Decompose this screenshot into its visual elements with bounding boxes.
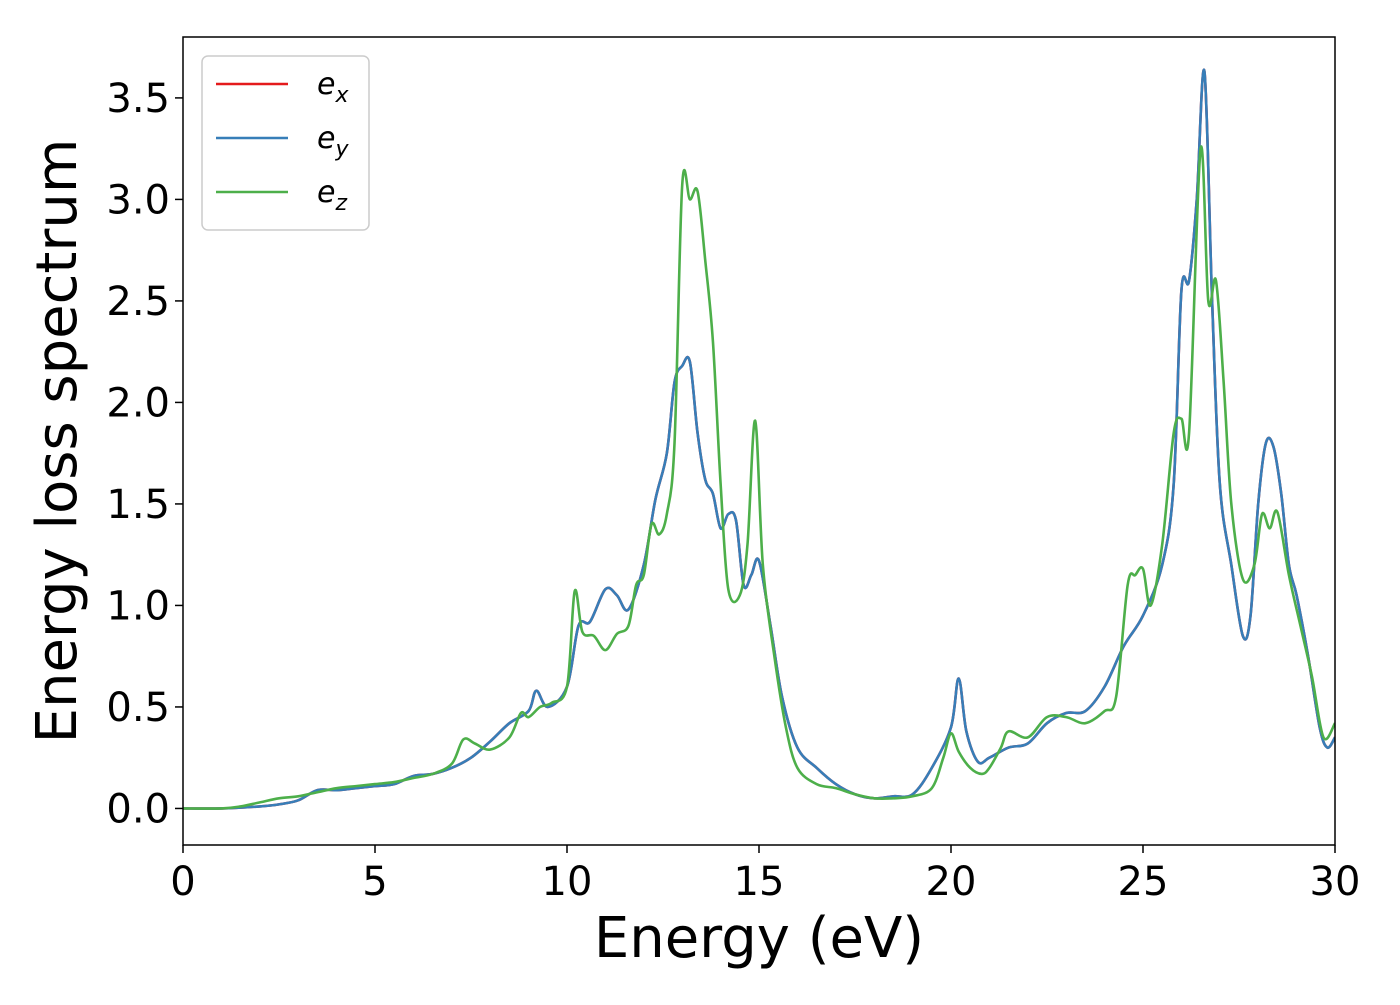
y-tick-label: 0.5 [106,685,170,731]
series-layer [183,68,1335,810]
series-line-ey [183,68,1335,810]
y-tick-label: 1.0 [106,583,170,629]
y-axis-title: Energy loss spectrum [25,139,90,744]
legend-box [201,55,370,231]
x-tick-label: 5 [362,859,387,905]
x-axis: 0 5 10 15 20 25 30 [170,845,1360,905]
y-tick-label: 1.5 [106,482,170,528]
x-tick-label: 10 [542,859,593,905]
y-tick-label: 2.5 [106,279,170,325]
y-axis: 0.0 0.5 1.0 1.5 2.0 2.5 3.0 3.5 [106,76,183,832]
y-tick-label: 3.5 [106,76,170,122]
x-tick-label: 0 [170,859,195,905]
x-tick-label: 15 [734,859,785,905]
series-line-ez [183,145,1335,810]
x-axis-title: Energy (eV) [594,906,924,971]
y-tick-label: 0.0 [106,786,170,832]
x-tick-label: 20 [926,859,977,905]
y-tick-label: 2.0 [106,380,170,426]
y-tick-label: 3.0 [106,177,170,223]
x-tick-label: 25 [1118,859,1169,905]
x-tick-label: 30 [1310,859,1361,905]
